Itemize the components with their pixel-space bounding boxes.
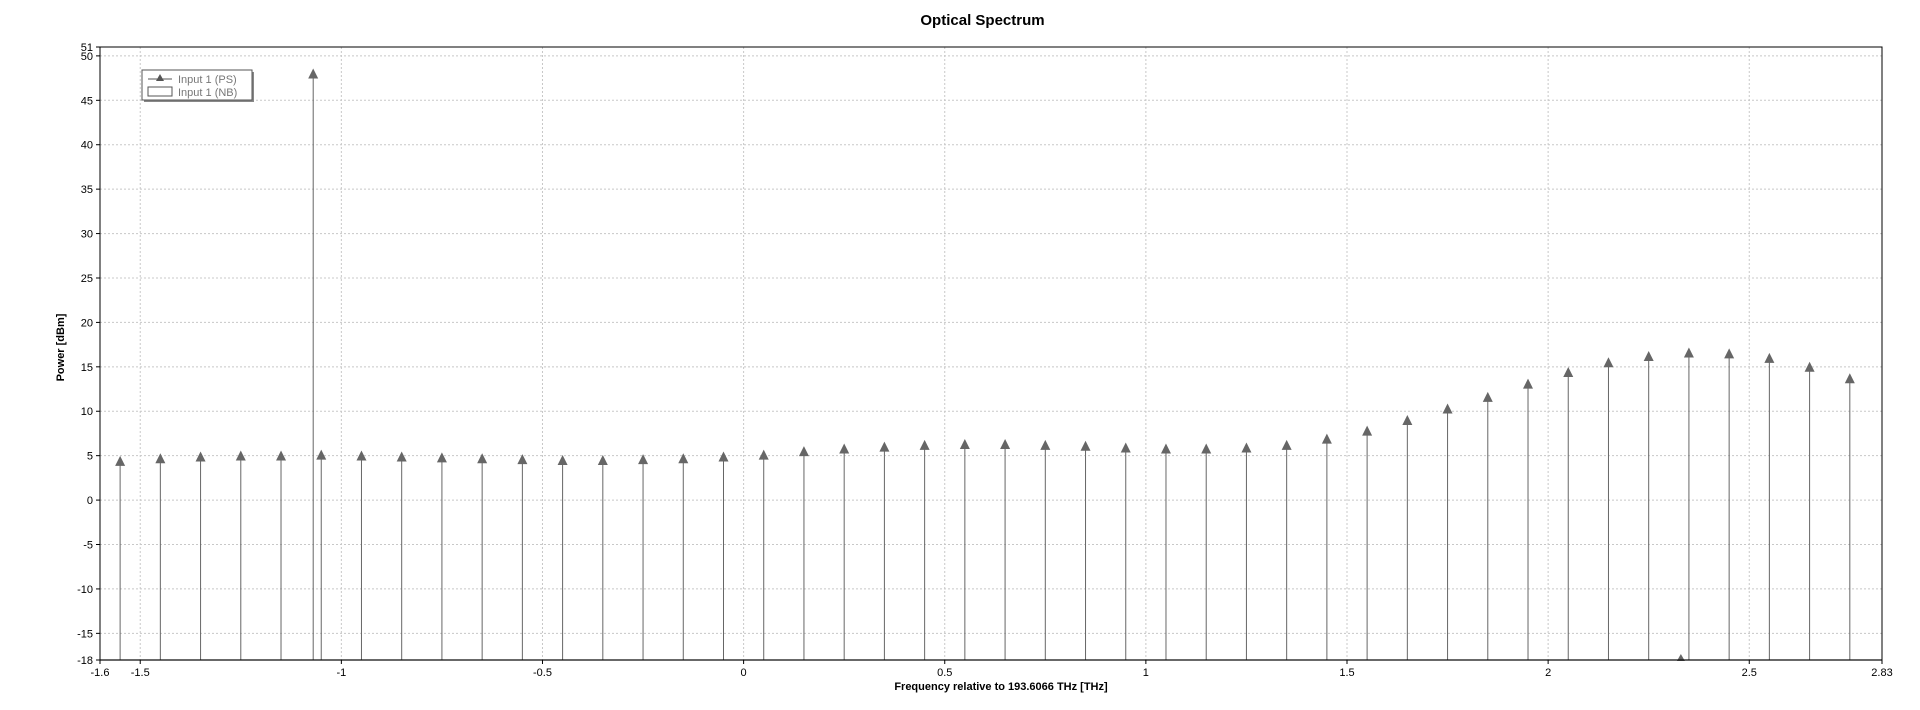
data-point-marker — [235, 450, 246, 461]
legend-entry-label: Input 1 (NB) — [178, 87, 237, 99]
data-point-marker — [1241, 442, 1252, 453]
data-point-marker — [115, 455, 126, 466]
y-tick-label: 15 — [81, 362, 93, 374]
y-tick-label: 20 — [81, 317, 93, 329]
data-point-marker — [356, 450, 367, 461]
data-point-marker — [1402, 415, 1413, 426]
data-point-marker — [1160, 443, 1171, 454]
data-point-marker — [1281, 439, 1292, 450]
data-point-marker — [1804, 361, 1815, 372]
y-tick-label: 51 — [81, 42, 93, 54]
y-tick-label: 5 — [87, 451, 93, 463]
x-tick-label: 2.83 — [1871, 667, 1892, 679]
x-tick-label: 1 — [1143, 667, 1149, 679]
data-point-marker — [798, 446, 809, 457]
x-tick-label: 0 — [741, 667, 747, 679]
data-point-marker — [316, 449, 327, 460]
y-tick-label: -18 — [77, 655, 93, 667]
y-tick-label: 30 — [81, 229, 93, 241]
data-point-marker — [1563, 367, 1574, 378]
data-point-marker — [1040, 439, 1051, 450]
data-point-marker — [879, 441, 890, 452]
data-point-marker — [1362, 425, 1373, 436]
x-tick-label: -1.5 — [131, 667, 150, 679]
data-point-marker — [1321, 433, 1332, 444]
x-tick-label: 0.5 — [937, 667, 952, 679]
y-tick-label: 50 — [81, 51, 93, 63]
plot-frame — [99, 46, 1883, 661]
series-layer — [100, 68, 1882, 661]
x-tick-label: 2 — [1545, 667, 1551, 679]
x-tick-label: 1.5 — [1339, 667, 1354, 679]
data-point-marker — [1844, 373, 1855, 384]
x-tick-label: 2.5 — [1742, 667, 1757, 679]
data-point-marker — [436, 452, 447, 463]
data-point-marker — [155, 453, 166, 464]
legend-entry-label: Input 1 (PS) — [178, 74, 237, 86]
data-point-marker — [758, 449, 769, 460]
data-point-marker — [517, 454, 528, 465]
data-point-marker — [1201, 443, 1212, 454]
y-tick-label: 0 — [87, 495, 93, 507]
y-tick-label: 25 — [81, 273, 93, 285]
data-point-marker — [1603, 357, 1614, 368]
data-point-marker — [678, 453, 689, 464]
legend-triangle-swatch — [156, 74, 164, 81]
data-point-marker — [1724, 348, 1735, 359]
data-point-marker — [1643, 351, 1654, 362]
y-axis-label: Power [dBm] — [55, 313, 67, 381]
data-point-marker — [1764, 352, 1775, 363]
data-point-marker — [1000, 439, 1011, 450]
grid-layer — [100, 47, 1882, 660]
legend-box-swatch — [147, 86, 173, 97]
x-axis-label: Frequency relative to 193.6066 THz [THz] — [894, 681, 1108, 693]
y-tick-label: 10 — [81, 406, 93, 418]
data-point-marker — [959, 439, 970, 450]
data-point-marker — [276, 450, 287, 461]
y-tick-label: -10 — [77, 584, 93, 596]
y-tick-label: 45 — [81, 95, 93, 107]
floor-marker — [1676, 654, 1685, 661]
data-point-marker — [477, 453, 488, 464]
data-point-marker — [638, 454, 649, 465]
x-tick-label: -1.6 — [91, 667, 110, 679]
y-tick-label: 40 — [81, 140, 93, 152]
y-tick-label: -15 — [77, 628, 93, 640]
data-point-marker — [597, 454, 608, 465]
data-point-marker — [1482, 391, 1493, 402]
legend: Input 1 (PS)Input 1 (NB) — [141, 69, 254, 102]
data-point-marker — [195, 451, 206, 462]
data-point-marker — [1080, 440, 1091, 451]
data-point-marker — [1523, 378, 1534, 389]
chart-title: Optical Spectrum — [920, 12, 1045, 29]
x-tick-label: -1 — [336, 667, 346, 679]
data-point-marker — [1683, 347, 1694, 358]
data-point-marker — [1442, 403, 1453, 414]
data-point-marker — [557, 454, 568, 465]
y-tick-label: 35 — [81, 184, 93, 196]
x-tick-label: -0.5 — [533, 667, 552, 679]
data-point-marker — [919, 439, 930, 450]
data-point-marker — [1120, 442, 1131, 453]
data-point-marker — [718, 451, 729, 462]
data-point-marker — [839, 443, 850, 454]
y-tick-label: -5 — [83, 540, 93, 552]
data-point-marker — [308, 68, 319, 79]
data-point-marker — [396, 451, 407, 462]
